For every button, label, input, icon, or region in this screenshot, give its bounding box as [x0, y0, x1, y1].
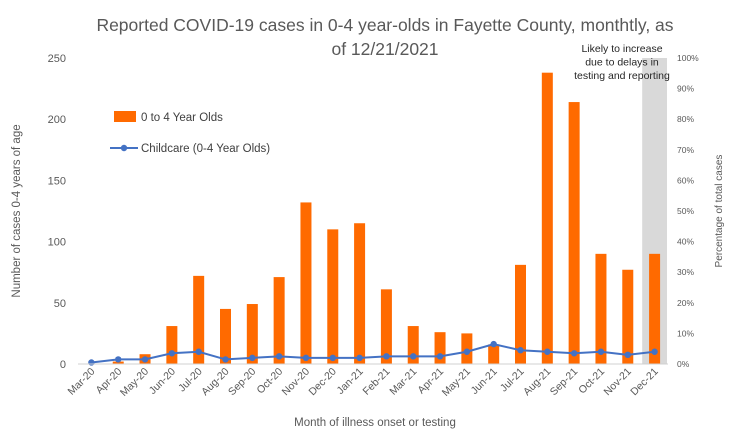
childcare-point-Aug-20: [222, 356, 229, 363]
x-tick-label: Sep-21: [548, 366, 581, 399]
bar-Apr-21: [434, 332, 446, 364]
childcare-point-Jan-21: [356, 354, 363, 362]
childcare-point-Dec-21: [651, 348, 658, 355]
childcare-point-Nov-20: [302, 354, 310, 362]
bar-Jul-20: [193, 275, 205, 364]
bar-Nov-21: [622, 269, 634, 364]
childcare-point-Jun-21: [490, 340, 497, 348]
y2-tick-label: 70%: [677, 145, 694, 155]
childcare-point-Aug-21: [544, 348, 551, 355]
bar-Aug-21: [541, 72, 553, 365]
childcare-point-May-21: [463, 348, 471, 355]
bar-Jun-20: [166, 326, 178, 364]
legend-label-childcare: Childcare (0-4 Year Olds): [141, 143, 270, 155]
bar-Dec-21: [649, 253, 661, 364]
childcare-point-Sep-21: [570, 350, 578, 357]
chart-title-line1: Reported COVID-19 cases in 0-4 year-olds…: [96, 15, 673, 35]
x-tick-label: Dec-21: [628, 366, 661, 399]
y-tick-label: 0: [60, 359, 66, 371]
bar-Oct-21: [595, 253, 607, 364]
y2-tick-label: 20%: [677, 298, 694, 308]
y-tick-label: 150: [48, 175, 66, 187]
y2-tick-label: 60%: [677, 175, 694, 185]
x-tick-label: Nov-20: [280, 366, 313, 399]
childcare-point-Apr-20: [115, 356, 122, 363]
x-tick-label: Jan-21: [335, 366, 366, 397]
legend-marker-childcare: [120, 144, 128, 152]
bar-Jul-21: [515, 264, 526, 364]
y2-tick-label: 80%: [677, 114, 694, 124]
x-tick-label: May-21: [440, 366, 473, 399]
y-axis-title: Number of cases 0-4 years of age: [11, 124, 23, 297]
x-tick-label: Mar-21: [387, 366, 419, 398]
childcare-point-Feb-21: [383, 353, 390, 360]
chart-title-line2: of 12/21/2021: [331, 39, 438, 59]
x-axis-title: Month of illness onset or testing: [294, 417, 456, 429]
x-tick-label: May-20: [118, 366, 151, 399]
legend-label-bars: 0 to 4 Year Olds: [141, 112, 223, 124]
childcare-point-Jul-21: [517, 347, 524, 354]
y2-tick-label: 40%: [677, 237, 694, 247]
bar-Jan-21: [354, 223, 366, 364]
bar-Sep-21: [568, 102, 580, 365]
x-tick-label: Feb-21: [361, 366, 393, 398]
bar-Feb-21: [380, 289, 392, 364]
childcare-line: [91, 343, 655, 364]
childcare-point-Oct-20: [275, 353, 283, 360]
y2-tick-label: 0%: [677, 359, 690, 369]
y2-tick-label: 90%: [677, 84, 694, 94]
childcare-point-Sep-20: [249, 354, 256, 362]
bar-Sep-20: [246, 304, 258, 364]
annotation-line: testing and reporting: [574, 70, 670, 82]
childcare-point-Apr-21: [436, 353, 444, 360]
bar-Mar-21: [407, 326, 419, 364]
annotation-line: due to delays in: [585, 57, 659, 69]
y-tick-label: 200: [48, 114, 66, 126]
y-tick-label: 250: [48, 53, 66, 65]
childcare-point-Dec-20: [329, 354, 336, 362]
bar-Nov-20: [300, 202, 312, 364]
y2-tick-label: 100%: [677, 53, 699, 63]
y-tick-label: 100: [48, 237, 66, 249]
y2-tick-label: 30%: [677, 267, 694, 277]
childcare-point-Jul-20: [195, 348, 202, 355]
childcare-point-Jun-20: [168, 350, 176, 357]
y-tick-label: 50: [54, 298, 66, 310]
x-tick-label: Dec-20: [306, 366, 339, 399]
y2-tick-label: 10%: [677, 328, 694, 338]
x-tick-label: Nov-21: [601, 366, 634, 399]
x-tick-label: Aug-21: [521, 366, 554, 399]
bar-Apr-20: [112, 361, 124, 364]
childcare-point-May-20: [141, 356, 149, 363]
childcare-point-Nov-21: [624, 351, 631, 359]
bar-Aug-20: [220, 308, 231, 364]
bar-Dec-20: [327, 229, 339, 364]
legend-swatch-bars: [114, 111, 136, 122]
childcare-point-Mar-20: [88, 359, 95, 366]
bar-Oct-20: [273, 277, 285, 364]
bar-Jun-21: [488, 344, 500, 364]
childcare-point-Mar-21: [410, 353, 417, 360]
x-tick-label: Sep-20: [226, 366, 259, 399]
childcare-point-Oct-21: [597, 348, 605, 355]
annotation-line: Likely to increase: [581, 43, 662, 55]
y2-axis-title: Percentage of total cases: [714, 155, 725, 268]
x-tick-label: Jun-21: [469, 366, 500, 397]
x-tick-label: Mar-20: [66, 366, 98, 398]
x-tick-label: Aug-20: [199, 366, 232, 399]
y2-tick-label: 50%: [677, 206, 694, 216]
x-tick-label: Jun-20: [147, 366, 178, 397]
